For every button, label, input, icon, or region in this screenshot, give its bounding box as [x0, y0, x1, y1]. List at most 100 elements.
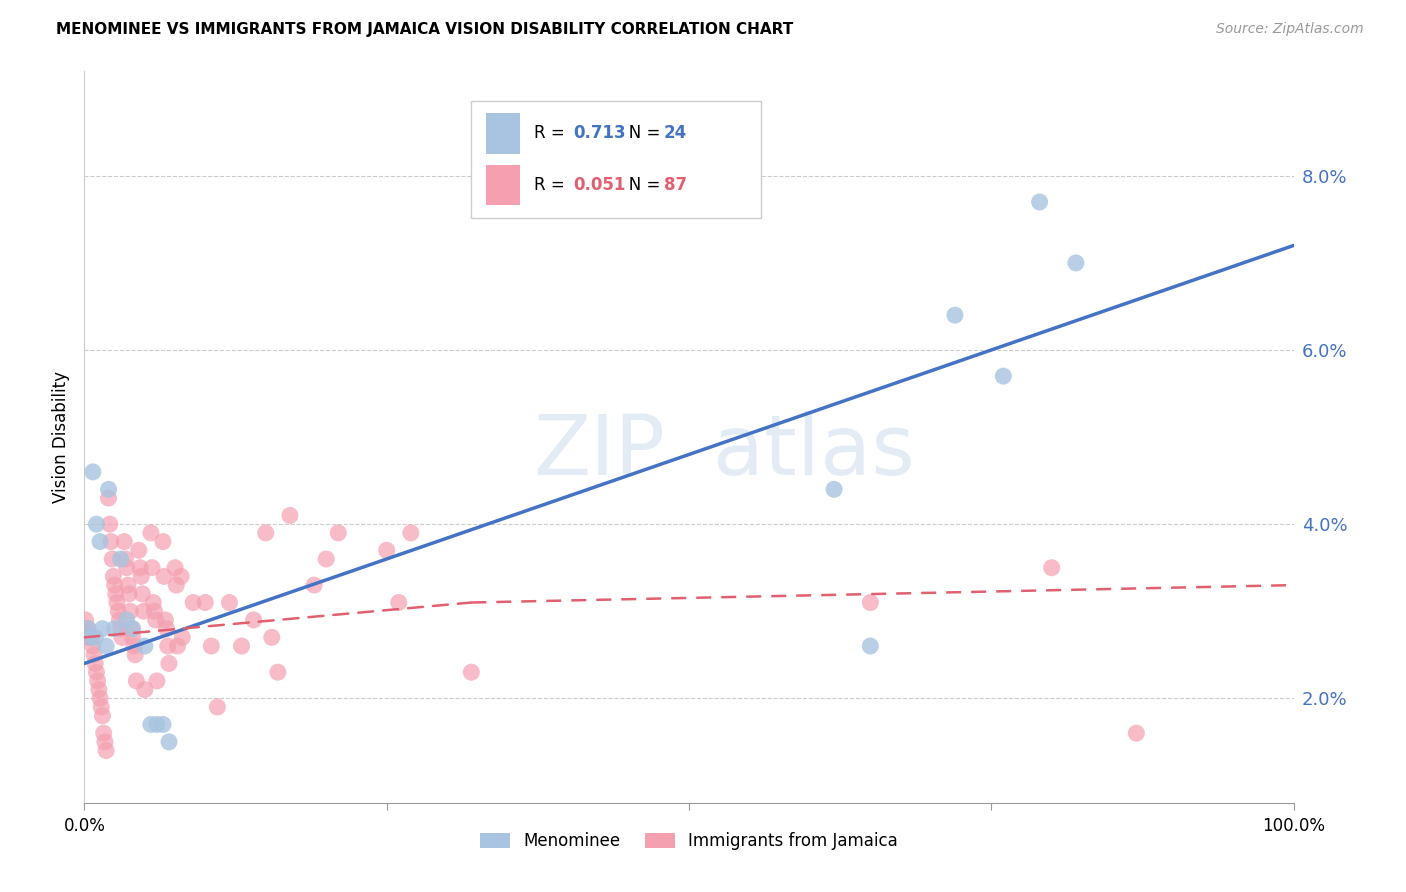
Point [80, 631, 103, 645]
Point [83, 648, 105, 662]
Point [146, 673, 169, 688]
Point [943, 308, 966, 322]
FancyBboxPatch shape [471, 101, 762, 218]
Point [267, 665, 290, 680]
Point [165, 560, 187, 574]
Point [1125, 726, 1147, 740]
Point [142, 595, 165, 609]
Point [170, 569, 193, 583]
Point [153, 569, 176, 583]
Point [143, 604, 166, 618]
Point [75, 613, 97, 627]
Point [103, 569, 125, 583]
Point [134, 639, 156, 653]
Point [328, 525, 350, 540]
Point [260, 631, 283, 645]
Point [101, 552, 124, 566]
Point [194, 595, 217, 609]
Point [110, 552, 132, 566]
Point [278, 508, 301, 523]
Point [110, 622, 132, 636]
Text: 87: 87 [664, 176, 686, 194]
Point [90, 700, 112, 714]
Text: ZIP: ZIP [533, 411, 665, 492]
Point [84, 631, 107, 645]
Point [82, 639, 104, 653]
Point [91, 708, 114, 723]
Point [152, 717, 174, 731]
Point [242, 613, 264, 627]
Point [97, 483, 120, 497]
Point [77, 622, 100, 636]
Point [139, 525, 162, 540]
Point [107, 604, 129, 618]
Point [181, 595, 204, 609]
Text: atlas: atlas [713, 411, 915, 492]
Point [1028, 194, 1050, 209]
Point [104, 578, 127, 592]
Point [121, 622, 143, 636]
Text: 0.713: 0.713 [572, 124, 626, 143]
Point [120, 604, 142, 618]
Text: Source: ZipAtlas.com: Source: ZipAtlas.com [1216, 22, 1364, 37]
Point [302, 578, 325, 592]
Point [108, 613, 131, 627]
Point [1040, 560, 1063, 574]
Point [94, 743, 117, 757]
Point [76, 622, 98, 636]
Point [155, 613, 177, 627]
Point [993, 369, 1015, 384]
Point [460, 665, 482, 680]
Point [124, 648, 146, 662]
Point [131, 587, 153, 601]
Point [399, 525, 422, 540]
Point [79, 631, 101, 645]
Point [97, 491, 120, 505]
Point [111, 631, 134, 645]
Point [115, 613, 138, 627]
Point [117, 578, 139, 592]
Point [1064, 256, 1087, 270]
Point [166, 639, 188, 653]
Point [94, 735, 117, 749]
Point [115, 560, 138, 574]
Text: N =: N = [613, 124, 665, 143]
Point [100, 534, 122, 549]
Point [231, 639, 253, 653]
Point [91, 622, 114, 636]
Point [114, 552, 136, 566]
Point [134, 682, 156, 697]
Bar [486, 165, 520, 205]
Point [859, 639, 882, 653]
Point [165, 578, 187, 592]
Point [388, 595, 411, 609]
Point [125, 673, 148, 688]
Point [152, 534, 174, 549]
Point [218, 595, 240, 609]
Point [157, 657, 180, 671]
Point [93, 726, 115, 740]
Point [823, 483, 845, 497]
Point [121, 631, 143, 645]
Point [98, 517, 121, 532]
Point [207, 700, 229, 714]
Point [129, 569, 152, 583]
Text: MENOMINEE VS IMMIGRANTS FROM JAMAICA VISION DISABILITY CORRELATION CHART: MENOMINEE VS IMMIGRANTS FROM JAMAICA VIS… [56, 22, 793, 37]
Point [139, 717, 162, 731]
Point [129, 560, 152, 574]
Point [200, 639, 222, 653]
Point [118, 587, 141, 601]
Point [82, 465, 104, 479]
Point [146, 717, 169, 731]
Point [145, 613, 167, 627]
Point [112, 534, 135, 549]
Legend: Menominee, Immigrants from Jamaica: Menominee, Immigrants from Jamaica [472, 825, 905, 856]
Point [84, 657, 107, 671]
Point [77, 622, 100, 636]
Point [156, 639, 179, 653]
Point [89, 534, 111, 549]
Point [87, 682, 110, 697]
Point [254, 525, 277, 540]
Bar [486, 113, 520, 153]
Point [157, 735, 180, 749]
